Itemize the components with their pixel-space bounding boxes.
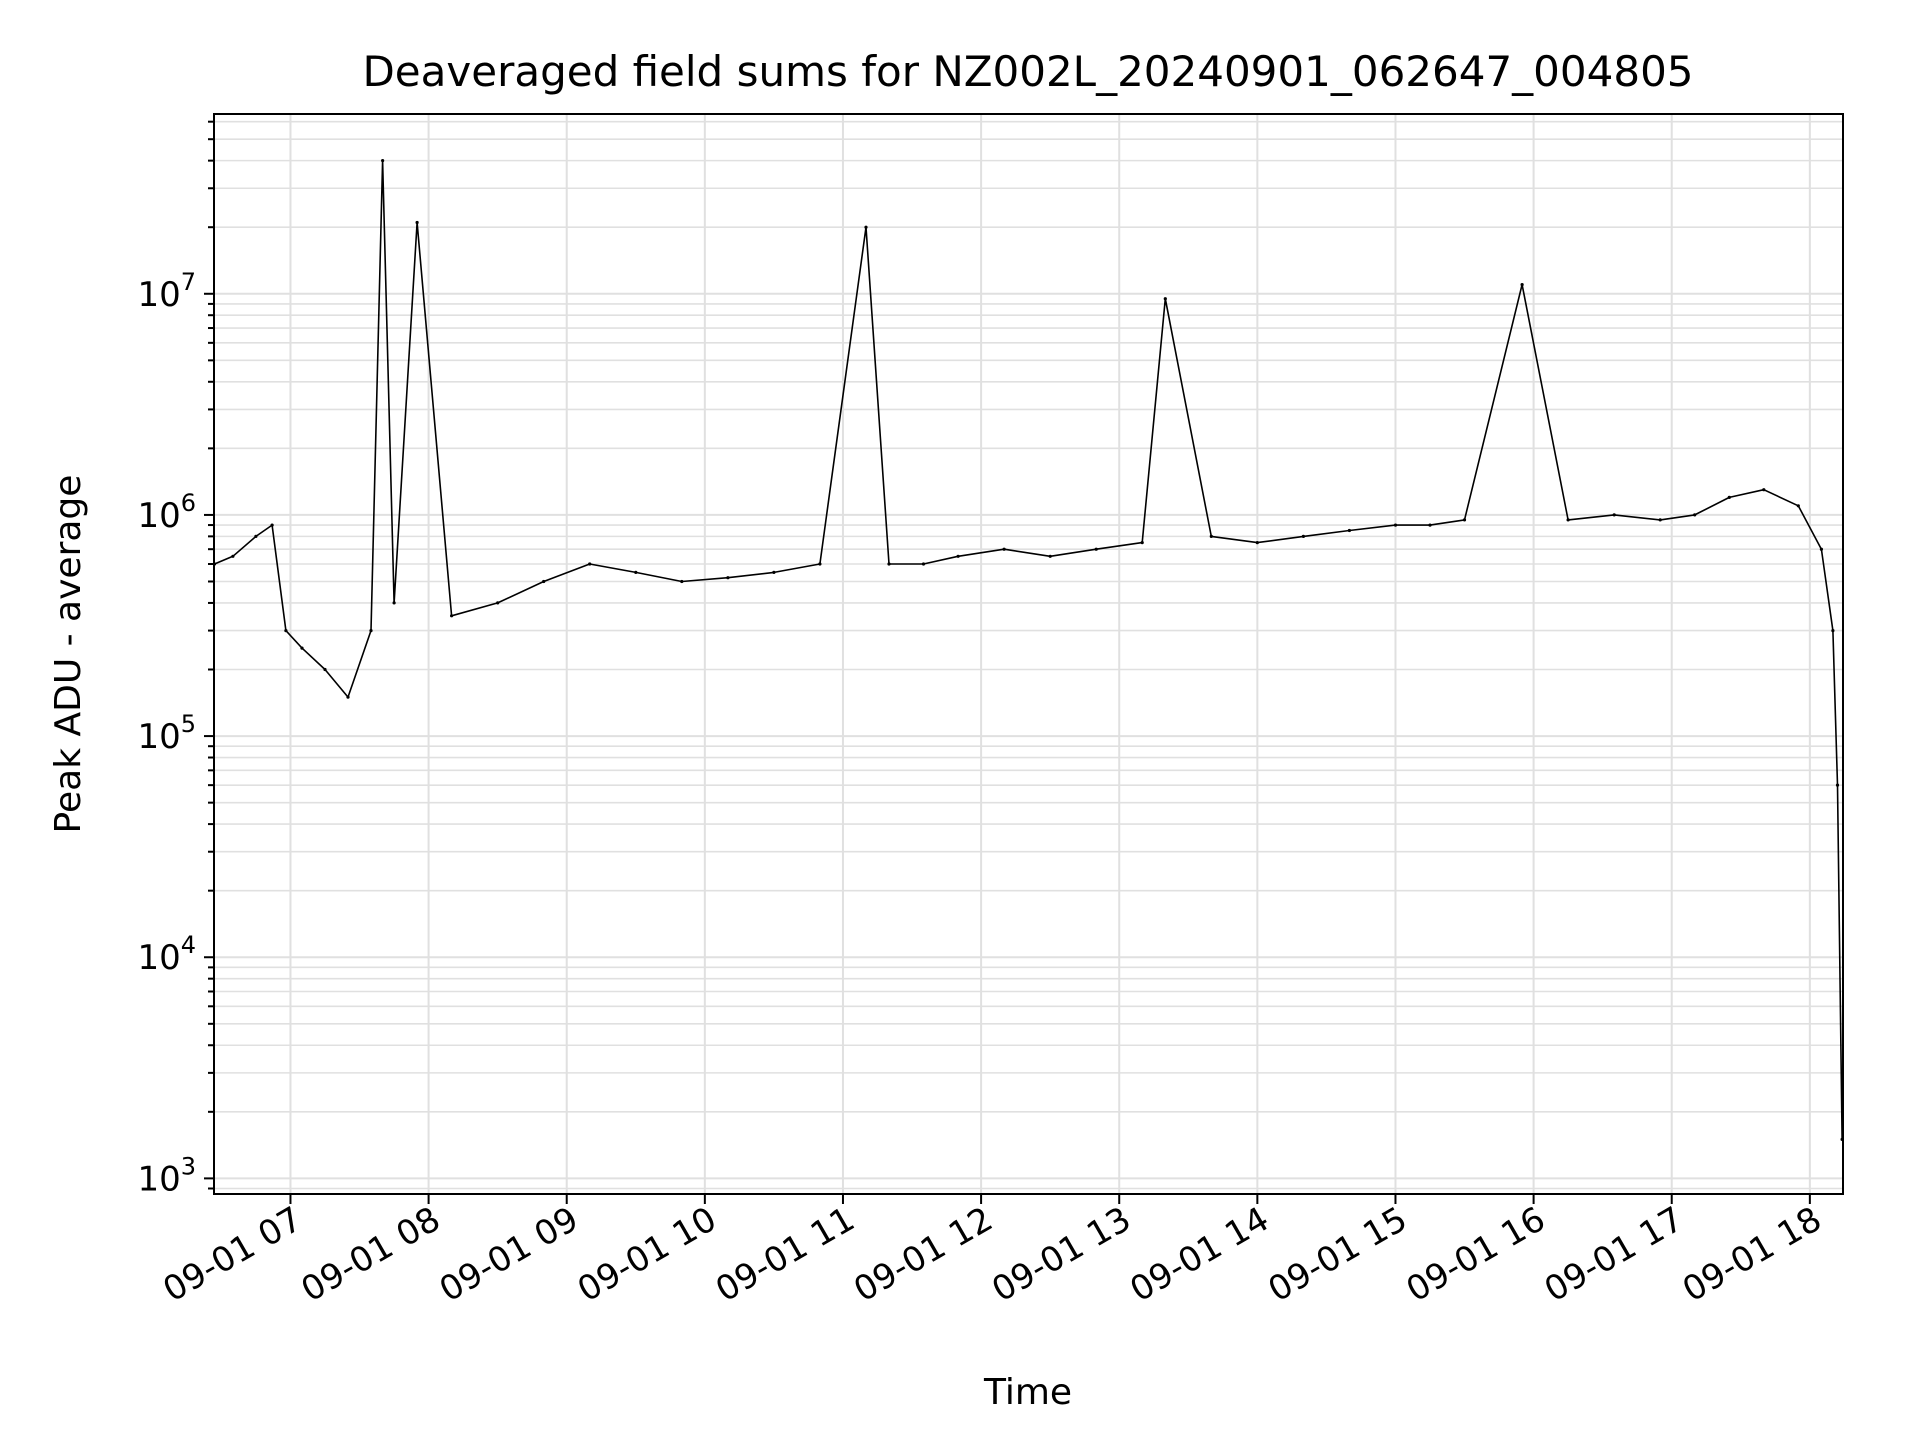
data-point (369, 629, 373, 633)
data-point (323, 667, 327, 672)
data-point (1301, 534, 1305, 539)
data-point (1566, 518, 1570, 522)
x-tick-label: 09-01 10 (571, 1199, 723, 1310)
data-point (1835, 783, 1840, 787)
data-point (1163, 297, 1167, 301)
data-point (1428, 523, 1432, 527)
y-tick-exponent: 7 (181, 268, 196, 296)
data-point (1796, 504, 1800, 508)
series-line (214, 159, 1843, 1140)
x-tick-label: 09-01 18 (1676, 1199, 1828, 1310)
x-tick-label: 09-01 16 (1400, 1199, 1552, 1310)
data-point (1462, 518, 1467, 522)
y-tick-base: 10 (137, 938, 180, 978)
data-point (346, 695, 350, 699)
data-point (1727, 495, 1731, 499)
y-tick-base: 10 (137, 1159, 180, 1199)
data-point (415, 220, 419, 225)
y-tick-exponent: 4 (181, 931, 196, 959)
data-point (1831, 629, 1835, 633)
data-point (634, 570, 638, 575)
y-tick-label: 105 (137, 710, 196, 757)
data-point (772, 570, 776, 575)
data-point (1658, 518, 1662, 522)
plot-frame (213, 113, 1844, 1195)
x-tick-label: 09-01 08 (295, 1199, 447, 1310)
y-tick-base: 10 (137, 717, 180, 757)
data-layer (212, 159, 1844, 1141)
data-point (284, 629, 288, 633)
data-point (1255, 541, 1259, 545)
data-point (956, 554, 960, 558)
y-tick-base: 10 (137, 275, 180, 315)
data-point (1209, 534, 1213, 539)
x-tick-label: 09-01 12 (847, 1199, 999, 1310)
x-tick-label: 09-01 15 (1262, 1199, 1414, 1310)
data-point (450, 614, 454, 618)
data-point (1094, 547, 1098, 551)
data-point (381, 159, 385, 163)
x-tick-label: 09-01 09 (433, 1199, 585, 1310)
y-axis-label: Peak ADU - average (48, 475, 89, 834)
x-tick-label: 09-01 17 (1538, 1199, 1690, 1310)
y-tick-base: 10 (137, 496, 180, 536)
data-point (726, 576, 730, 580)
data-point (254, 534, 258, 539)
chart-title: Deaveraged field sums for NZ002L_2024090… (362, 47, 1693, 96)
data-point (1520, 283, 1524, 287)
x-tick-label: 09-01 11 (709, 1199, 861, 1310)
data-point (1612, 513, 1616, 517)
grid-layer (214, 114, 1843, 1194)
data-point (1393, 523, 1398, 527)
y-tick-label: 103 (137, 1152, 196, 1199)
data-point (818, 562, 822, 566)
data-point (300, 646, 304, 650)
data-point (887, 562, 891, 566)
y-tick-label: 104 (137, 931, 196, 978)
y-tick-label: 107 (137, 268, 196, 315)
data-point (680, 579, 684, 584)
data-point (1819, 547, 1823, 551)
x-axis-label: Time (983, 1372, 1072, 1413)
data-point (392, 601, 396, 605)
y-tick-exponent: 6 (181, 489, 196, 517)
data-point (1140, 541, 1144, 545)
y-tick-label: 106 (137, 489, 196, 536)
y-tick-exponent: 5 (181, 710, 196, 738)
y-tick-exponent: 3 (181, 1152, 196, 1180)
data-point (588, 562, 592, 566)
data-point (1693, 513, 1697, 517)
data-point (864, 225, 868, 229)
data-point (1347, 528, 1351, 533)
data-point (542, 579, 546, 584)
data-point (1048, 554, 1052, 558)
data-point (496, 601, 500, 605)
x-tick-label: 09-01 07 (157, 1199, 309, 1310)
data-point (921, 562, 926, 566)
data-point (1002, 547, 1006, 551)
data-point (231, 554, 235, 558)
x-tick-label: 09-01 13 (985, 1199, 1137, 1310)
data-point (270, 523, 274, 527)
data-point (1762, 488, 1766, 492)
x-tick-label: 09-01 14 (1123, 1199, 1275, 1310)
